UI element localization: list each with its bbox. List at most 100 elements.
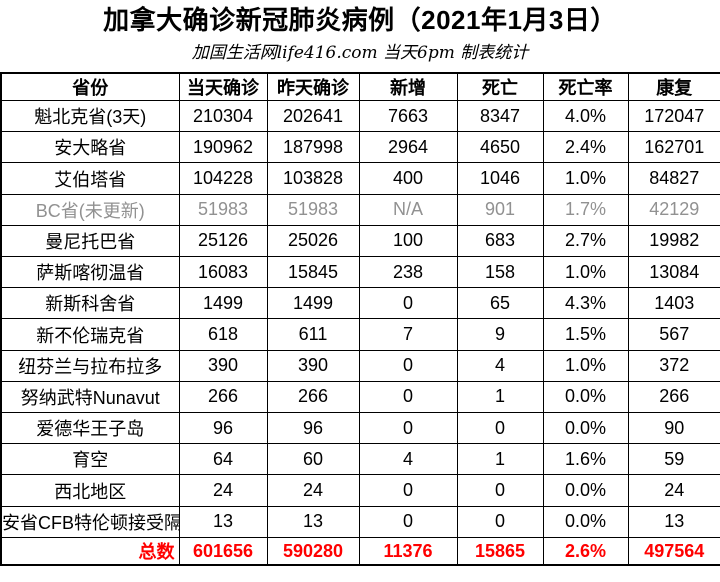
death-rate-cell: 1.0% — [542, 256, 629, 289]
death-rate-cell: 1.7% — [542, 193, 629, 226]
yesterday-cell: 103828 — [266, 162, 360, 195]
yesterday-cell: 1499 — [266, 287, 360, 320]
today-cell: 1499 — [178, 287, 268, 320]
death-rate-cell: 0.0% — [542, 380, 629, 414]
total-deaths-cell: 15865 — [456, 537, 544, 566]
column-header-recovered: 康复 — [627, 72, 720, 101]
province-cell: 爱德华王子岛 — [0, 412, 180, 445]
column-header-yesterday: 昨天确诊 — [266, 72, 360, 101]
column-header-today: 当天确诊 — [178, 72, 268, 101]
province-cell: 纽芬兰与拉布拉多 — [0, 349, 180, 382]
today-cell: 24 — [178, 474, 268, 507]
table-row: 艾伯塔省 104228 103828 400 1046 1.0% 84827 — [0, 162, 720, 195]
province-cell: 魁北克省(3天) — [0, 99, 180, 133]
province-cell: 安省CFB特伦顿接受隔离 — [0, 505, 180, 539]
page-title: 加拿大确诊新冠肺炎病例（2021年1月3日） — [103, 5, 617, 35]
table-header-row: 省份 当天确诊 昨天确诊 新增 死亡 死亡率 康复 — [0, 72, 720, 101]
death-rate-cell: 4.0% — [542, 99, 629, 133]
deaths-cell: 1 — [456, 380, 544, 414]
table-row: 安大略省 190962 187998 2964 4650 2.4% 162701 — [0, 131, 720, 164]
deaths-cell: 1 — [456, 443, 544, 476]
recovered-cell: 84827 — [627, 162, 720, 195]
new-cases-cell: 238 — [358, 256, 458, 289]
new-cases-cell: 7663 — [358, 99, 458, 133]
total-recovered-cell: 497564 — [627, 537, 720, 566]
deaths-cell: 683 — [456, 224, 544, 258]
deaths-cell: 1046 — [456, 162, 544, 195]
today-cell: 51983 — [178, 193, 268, 226]
today-cell: 190962 — [178, 131, 268, 164]
today-cell: 390 — [178, 349, 268, 382]
province-cell: 新不伦瑞克省 — [0, 318, 180, 351]
yesterday-cell: 51983 — [266, 193, 360, 226]
yesterday-cell: 60 — [266, 443, 360, 476]
table-row: 曼尼托巴省 25126 25026 100 683 2.7% 19982 — [0, 224, 720, 258]
today-cell: 210304 — [178, 99, 268, 133]
recovered-cell: 266 — [627, 380, 720, 414]
new-cases-cell: 0 — [358, 287, 458, 320]
deaths-cell: 4 — [456, 349, 544, 382]
today-cell: 266 — [178, 380, 268, 414]
death-rate-cell: 1.6% — [542, 443, 629, 476]
table-row: 纽芬兰与拉布拉多 390 390 0 4 1.0% 372 — [0, 349, 720, 382]
yesterday-cell: 96 — [266, 412, 360, 445]
table-row: 育空 64 60 4 1 1.6% 59 — [0, 443, 720, 476]
recovered-cell: 172047 — [627, 99, 720, 133]
today-cell: 13 — [178, 505, 268, 539]
yesterday-cell: 611 — [266, 318, 360, 351]
table-row: 萨斯喀彻温省 16083 15845 238 158 1.0% 13084 — [0, 256, 720, 289]
deaths-cell: 8347 — [456, 99, 544, 133]
table-row: 努纳武特Nunavut 266 266 0 1 0.0% 266 — [0, 380, 720, 414]
yesterday-cell: 187998 — [266, 131, 360, 164]
province-cell: 育空 — [0, 443, 180, 476]
recovered-cell: 13 — [627, 505, 720, 539]
province-cell: 西北地区 — [0, 474, 180, 507]
death-rate-cell: 2.4% — [542, 131, 629, 164]
total-today-cell: 601656 — [178, 537, 268, 566]
death-rate-cell: 1.0% — [542, 162, 629, 195]
table-row: 安省CFB特伦顿接受隔离 13 13 0 0 0.0% 13 — [0, 505, 720, 539]
yesterday-cell: 15845 — [266, 256, 360, 289]
total-label: 总数 — [0, 537, 180, 566]
table-row: 新斯科舍省 1499 1499 0 65 4.3% 1403 — [0, 287, 720, 320]
recovered-cell: 90 — [627, 412, 720, 445]
deaths-cell: 65 — [456, 287, 544, 320]
death-rate-cell: 1.0% — [542, 349, 629, 382]
recovered-cell: 162701 — [627, 131, 720, 164]
death-rate-cell: 0.0% — [542, 412, 629, 445]
covid-cases-table: 省份 当天确诊 昨天确诊 新增 死亡 死亡率 康复 魁北克省(3天) 21030… — [0, 72, 720, 566]
total-row: 总数 601656 590280 11376 15865 2.6% 497564 — [0, 537, 720, 566]
today-cell: 104228 — [178, 162, 268, 195]
table-row: 西北地区 24 24 0 0 0.0% 24 — [0, 474, 720, 507]
yesterday-cell: 266 — [266, 380, 360, 414]
today-cell: 96 — [178, 412, 268, 445]
death-rate-cell: 0.0% — [542, 505, 629, 539]
yesterday-cell: 24 — [266, 474, 360, 507]
table-row: BC省(未更新) 51983 51983 N/A 901 1.7% 42129 — [0, 193, 720, 226]
yesterday-cell: 13 — [266, 505, 360, 539]
new-cases-cell: 400 — [358, 162, 458, 195]
new-cases-cell: 0 — [358, 349, 458, 382]
new-cases-cell: N/A — [358, 193, 458, 226]
new-cases-cell: 2964 — [358, 131, 458, 164]
recovered-cell: 13084 — [627, 256, 720, 289]
death-rate-cell: 4.3% — [542, 287, 629, 320]
province-cell: 萨斯喀彻温省 — [0, 256, 180, 289]
recovered-cell: 19982 — [627, 224, 720, 258]
column-header-deathrate: 死亡率 — [542, 72, 629, 101]
death-rate-cell: 1.5% — [542, 318, 629, 351]
death-rate-cell: 2.7% — [542, 224, 629, 258]
column-header-deaths: 死亡 — [456, 72, 544, 101]
page-subtitle: 加国生活网life416.com 当天6pm 制表统计 — [191, 43, 529, 63]
new-cases-cell: 0 — [358, 474, 458, 507]
new-cases-cell: 100 — [358, 224, 458, 258]
province-cell: 努纳武特Nunavut — [0, 380, 180, 414]
province-cell: 安大略省 — [0, 131, 180, 164]
recovered-cell: 372 — [627, 349, 720, 382]
total-yesterday-cell: 590280 — [266, 537, 360, 566]
province-cell: 曼尼托巴省 — [0, 224, 180, 258]
province-cell: 艾伯塔省 — [0, 162, 180, 195]
new-cases-cell: 0 — [358, 412, 458, 445]
new-cases-cell: 7 — [358, 318, 458, 351]
table-row: 魁北克省(3天) 210304 202641 7663 8347 4.0% 17… — [0, 99, 720, 133]
